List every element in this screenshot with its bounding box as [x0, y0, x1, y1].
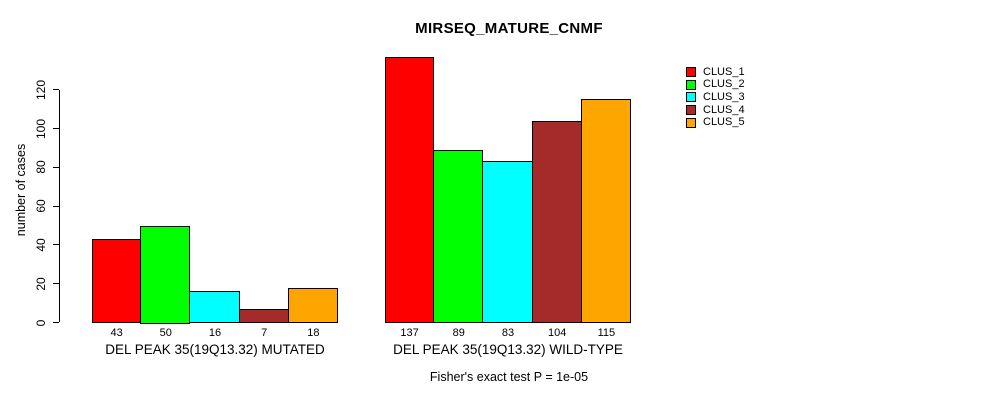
- bar: [385, 56, 435, 324]
- y-tick-mark: [53, 244, 59, 246]
- y-tick-label: 120: [34, 79, 48, 100]
- bar: [92, 239, 142, 324]
- legend-label: CLUS_4: [703, 103, 745, 116]
- bar-value-label: 16: [208, 327, 222, 339]
- annotation-caption: Fisher's exact test P = 1e-05: [429, 370, 589, 384]
- y-tick-mark: [53, 205, 59, 207]
- legend-label: CLUS_1: [703, 65, 745, 78]
- bar-value-label: 115: [597, 327, 616, 339]
- bar-value-label: 7: [261, 327, 268, 339]
- bar: [140, 225, 191, 324]
- legend-swatch: [686, 117, 696, 128]
- y-tick-mark: [53, 89, 59, 91]
- bar: [433, 149, 484, 324]
- bar: [287, 287, 338, 324]
- bar-value-label: 137: [400, 327, 419, 339]
- legend-label: CLUS_2: [703, 78, 745, 91]
- bar-value-label: 18: [307, 327, 320, 339]
- y-tick-label: 100: [34, 118, 48, 139]
- bar: [580, 99, 631, 324]
- legend-label: CLUS_3: [703, 90, 745, 103]
- bar-value-label: 89: [452, 327, 465, 339]
- bar-value-label: 83: [501, 327, 515, 339]
- y-tick-mark: [53, 166, 59, 168]
- chart-title: MIRSEQ_MATURE_CNMF: [415, 20, 603, 37]
- y-tick-mark: [53, 283, 59, 285]
- y-tick-label: 20: [34, 277, 48, 291]
- y-tick-label: 60: [34, 199, 48, 213]
- y-tick-label: 0: [34, 319, 48, 326]
- bar: [482, 161, 533, 324]
- y-tick-label: 40: [34, 238, 48, 252]
- legend-swatch: [686, 79, 696, 90]
- legend-label: CLUS_5: [703, 116, 745, 129]
- bar: [531, 120, 582, 324]
- bar: [189, 291, 240, 324]
- y-axis-label: number of cases: [14, 143, 28, 237]
- bar-value-label: 104: [548, 327, 567, 339]
- x-category-label: DEL PEAK 35(19Q13.32) MUTATED: [105, 342, 325, 357]
- legend-swatch: [686, 105, 696, 116]
- y-tick-label: 80: [34, 160, 48, 174]
- y-tick-mark: [53, 322, 59, 323]
- bar-value-label: 43: [110, 327, 123, 339]
- x-category-label: DEL PEAK 35(19Q13.32) WILD-TYPE: [393, 342, 623, 357]
- legend-swatch: [686, 92, 696, 103]
- legend-swatch: [686, 67, 696, 77]
- bar-value-label: 50: [159, 327, 172, 339]
- y-axis-line: [59, 89, 60, 323]
- y-tick-mark: [53, 128, 59, 129]
- bar: [238, 308, 289, 324]
